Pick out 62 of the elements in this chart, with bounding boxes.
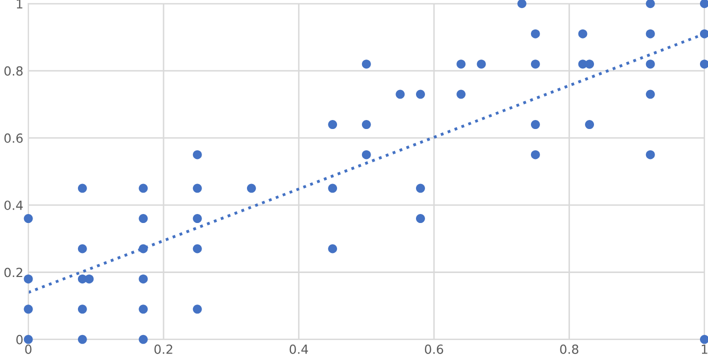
point [456,60,466,69]
point [78,334,87,344]
point [646,90,655,99]
point [328,184,338,193]
y-tick-label: 0 [16,334,23,344]
point [585,60,594,69]
point [530,150,540,160]
y-tick-label: 0.6 [4,133,23,143]
point [192,244,202,254]
point [24,334,33,344]
point [138,304,148,314]
x-tick-label: 0 [25,344,32,354]
point [192,214,202,224]
point [192,304,202,314]
point [138,334,148,344]
point [138,214,148,224]
point [646,29,655,38]
point [578,29,588,38]
point [585,120,594,130]
point [78,244,87,254]
point [138,184,148,193]
x-tick-label: 0.4 [290,344,308,354]
point [700,60,708,69]
point [362,120,371,130]
y-tick-label: 0.4 [4,200,23,210]
x-tick-label: 0.2 [154,344,172,354]
point [456,90,466,99]
point [646,150,655,160]
point [700,334,708,344]
point [328,120,338,130]
point [362,150,371,160]
point [192,184,202,193]
point [517,0,526,8]
point [24,214,33,224]
point [328,244,338,254]
x-tick-label: 1 [702,344,708,354]
point [700,29,708,38]
point [84,274,94,284]
point [530,120,540,130]
point [646,60,655,69]
point [24,304,33,314]
point [78,304,87,314]
point [246,184,256,193]
point [416,184,425,193]
point [530,60,540,69]
point [396,90,405,99]
point [416,90,425,99]
point [416,214,425,224]
point [530,29,540,38]
point [78,184,87,193]
x-tick-label: 0.6 [424,344,444,354]
x-tick-label: 0.8 [560,344,578,354]
point [700,0,708,8]
y-tick-label: 0.8 [4,66,23,76]
point [192,150,202,160]
point [138,274,148,284]
point [646,0,655,8]
y-tick-label: 0.2 [4,268,22,278]
point [138,244,148,254]
point [24,274,33,284]
point [362,60,371,69]
point [476,60,486,69]
